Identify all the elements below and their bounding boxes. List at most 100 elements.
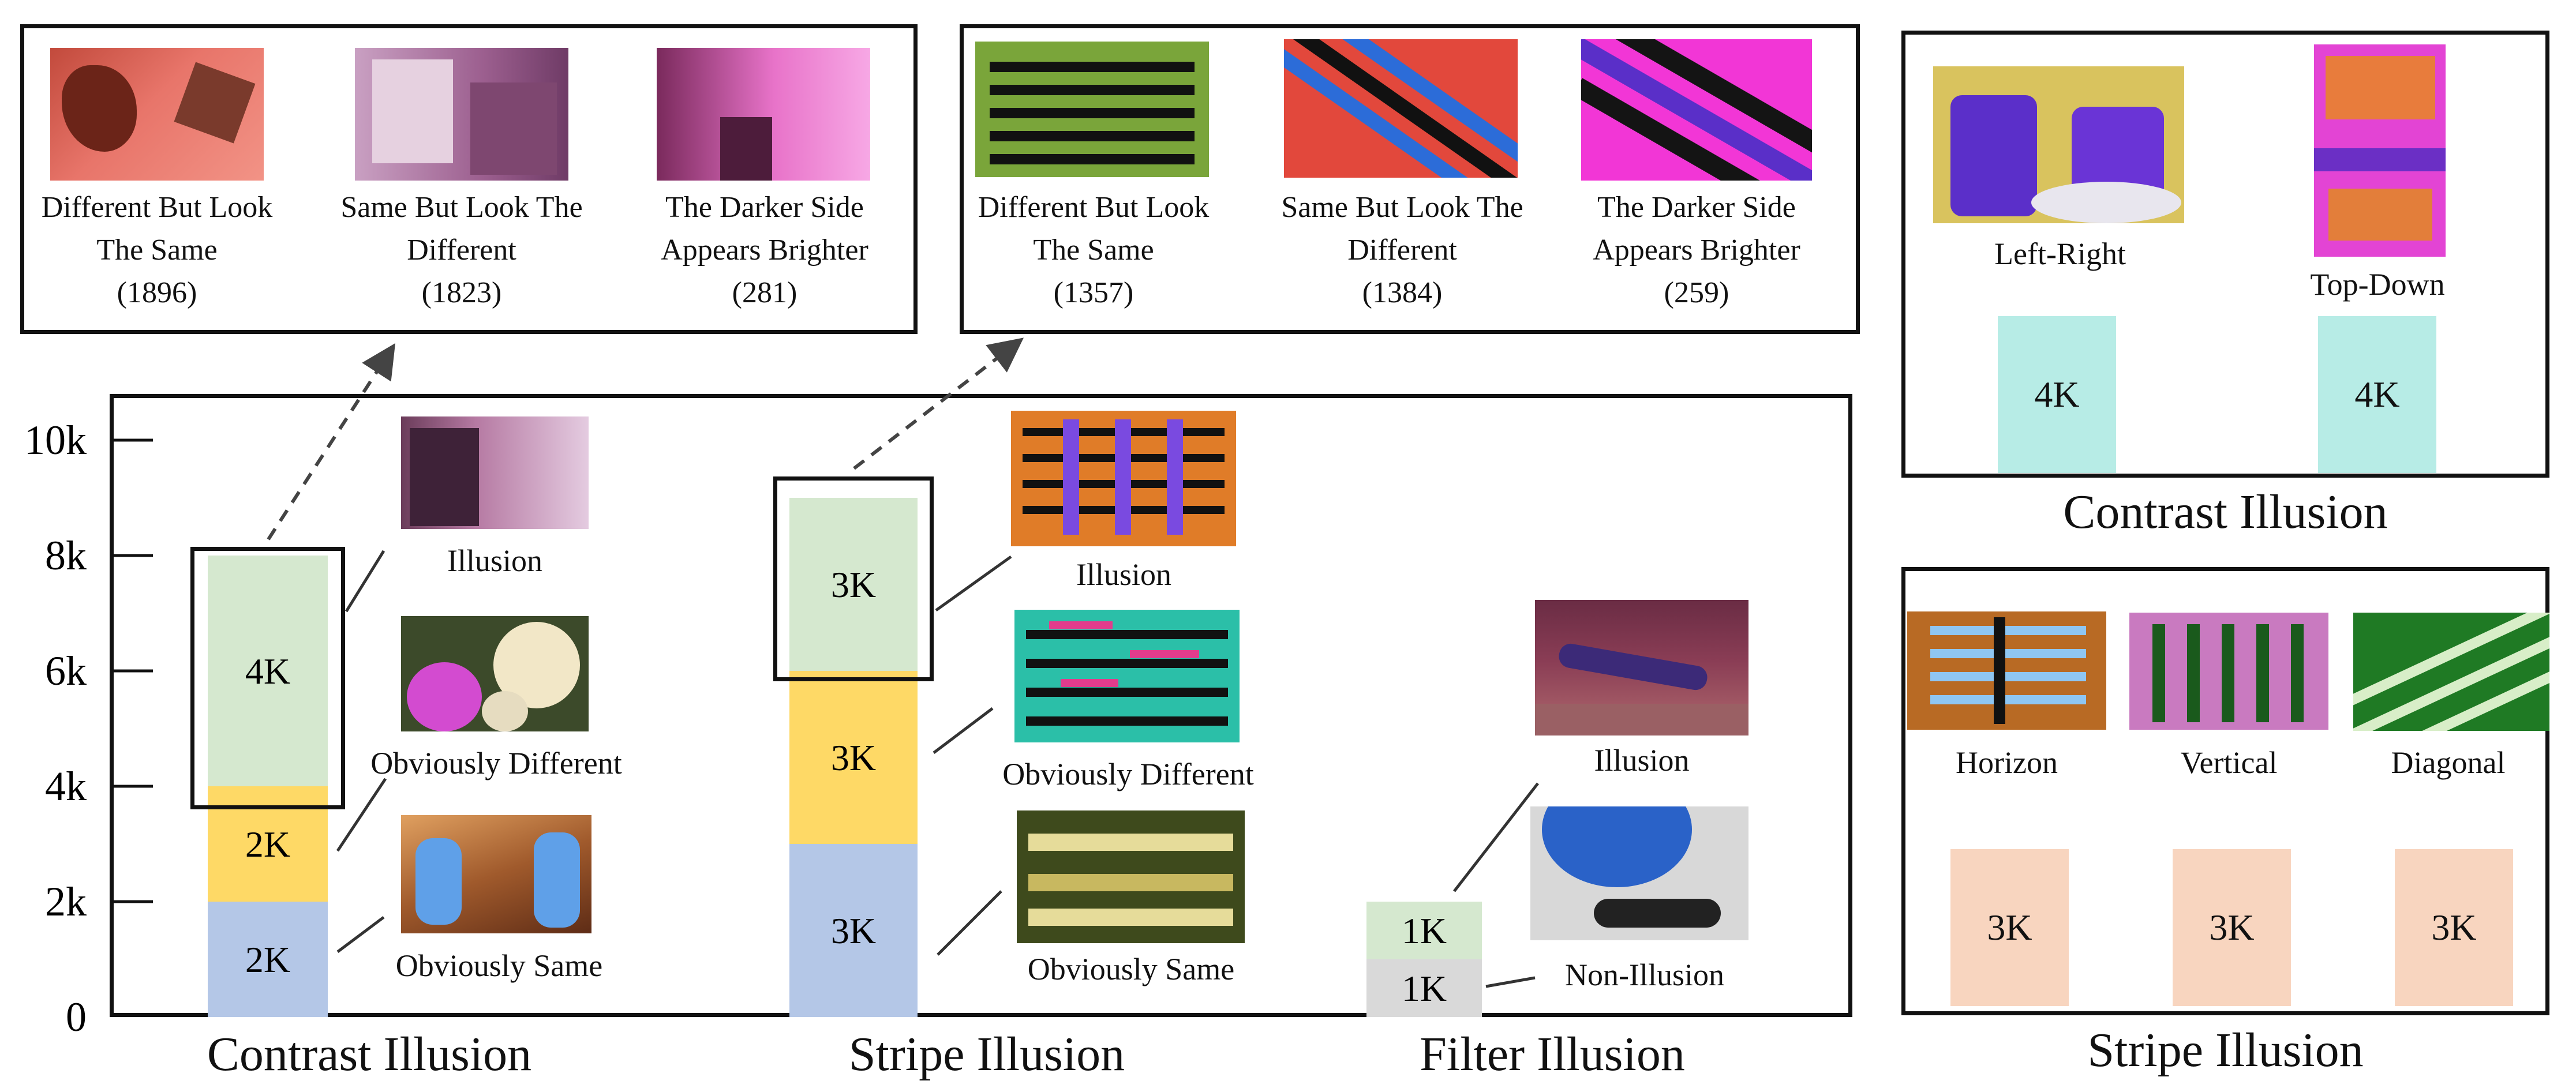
bar-segment bbox=[789, 498, 918, 671]
category-label-stripe: Stripe Illusion bbox=[848, 1027, 1125, 1081]
arrows-overlay bbox=[267, 337, 1539, 988]
side-contrast-panel bbox=[1901, 31, 2549, 478]
bar-segment-label: 3K bbox=[831, 564, 876, 605]
filter-illusion-example-label: Illusion bbox=[1594, 743, 1690, 778]
thumb-contrast-same-different bbox=[355, 48, 568, 181]
main-chart-frame bbox=[110, 394, 1852, 1017]
connector-contrast-illusion bbox=[345, 550, 385, 613]
stripe-different-example-label: Obviously Different bbox=[1002, 757, 1254, 791]
bar-segment bbox=[789, 844, 918, 1017]
bar-segment bbox=[1366, 959, 1482, 1017]
stripe-item-3-label: The Darker Side Appears Brighter bbox=[1593, 191, 1800, 267]
thumb-stripe-darker-brighter bbox=[1581, 39, 1812, 181]
bar-segment-label: 1K bbox=[1402, 910, 1447, 951]
arrow-to-stripe-panel bbox=[853, 337, 1024, 470]
stripe-item-2-count: (1384) bbox=[1362, 276, 1443, 309]
thumb-contrast-darker-brighter bbox=[657, 48, 870, 181]
side-contrast-bar-top-down-value: 4K bbox=[2354, 374, 2400, 415]
category-label-filter: Filter Illusion bbox=[1420, 1027, 1685, 1081]
contrast-item-3-label: The Darker Side Appears Brighter bbox=[661, 191, 868, 267]
contrast-different-example-label: Obviously Different bbox=[370, 746, 622, 780]
thumb-stripe-obviously-different bbox=[1014, 610, 1240, 742]
connector-stripe-different bbox=[933, 707, 994, 754]
thumb-contrast-obviously-different bbox=[401, 616, 589, 731]
y-tick-label: 0 bbox=[66, 994, 87, 1040]
contrast-item-3-count: (281) bbox=[732, 276, 797, 309]
thumb-stripe-different-same bbox=[975, 42, 1209, 177]
bar-segment-label: 3K bbox=[831, 737, 876, 778]
filter-non-illusion-example-label: Non-Illusion bbox=[1565, 958, 1724, 992]
y-tick-label: 2k bbox=[45, 879, 87, 925]
y-tick-label: 10k bbox=[24, 417, 87, 463]
arrow-to-contrast-panel bbox=[267, 343, 396, 541]
thumb-contrast-illusion bbox=[401, 416, 589, 529]
side-top-down-label: Top-Down bbox=[2310, 267, 2445, 302]
contrast-illusion-example-label: Illusion bbox=[447, 543, 542, 578]
bar-segment-label: 4K bbox=[245, 651, 290, 692]
side-contrast-title: Contrast Illusion bbox=[2063, 485, 2388, 539]
connector-stripe-illusion bbox=[935, 555, 1012, 612]
thumb-stripe-illusion bbox=[1011, 411, 1236, 546]
side-stripe-panel bbox=[1901, 567, 2549, 1015]
thumb-diagonal bbox=[2353, 613, 2549, 731]
y-tick-label: 8k bbox=[45, 532, 87, 579]
contrast-item-1-count: (1896) bbox=[117, 276, 197, 309]
stripe-illusion-highlight bbox=[773, 476, 934, 681]
contrast-item-2-label: Same But Look The Different bbox=[340, 191, 583, 267]
side-stripe-bar-vertical: 3K bbox=[2173, 849, 2291, 1006]
side-stripe-bar-horizon: 3K bbox=[1950, 849, 2069, 1006]
thumb-stripe-same-different bbox=[1284, 39, 1518, 178]
stripe-same-example-label: Obviously Same bbox=[1027, 952, 1235, 986]
thumb-stripe-obviously-same bbox=[1017, 810, 1245, 943]
side-stripe-bar-diagonal: 3K bbox=[2395, 849, 2513, 1006]
stripe-item-3-count: (259) bbox=[1664, 276, 1729, 309]
side-stripe-bar-horizon-value: 3K bbox=[1987, 907, 2032, 948]
side-diagonal-label: Diagonal bbox=[2391, 745, 2506, 780]
side-stripe-title: Stripe Illusion bbox=[2087, 1023, 2364, 1077]
thumb-left-right bbox=[1933, 66, 2184, 223]
stripe-item-1-label: Different But Look The Same bbox=[978, 191, 1210, 267]
side-vertical-label: Vertical bbox=[2180, 745, 2278, 780]
connector-contrast-different bbox=[336, 778, 387, 852]
side-contrast-bar-top-down: 4K bbox=[2318, 316, 2436, 473]
thumb-vertical bbox=[2129, 613, 2328, 730]
thumb-filter-illusion bbox=[1535, 600, 1748, 735]
y-tick-label: 6k bbox=[45, 648, 87, 694]
side-left-right-label: Left-Right bbox=[1994, 237, 2126, 271]
contrast-item-2-count: (1823) bbox=[421, 276, 502, 309]
bar-segment bbox=[208, 556, 328, 786]
thumb-contrast-different-same bbox=[50, 48, 264, 181]
bar-segment-label: 2K bbox=[245, 939, 290, 980]
side-contrast-bar-left-right: 4K bbox=[1998, 316, 2116, 473]
connector-contrast-same bbox=[336, 916, 385, 953]
connector-filter-non-illusion bbox=[1485, 976, 1536, 988]
contrast-illusion-highlight bbox=[190, 547, 345, 809]
stripe-item-2-label: Same But Look The Different bbox=[1281, 191, 1523, 267]
connector-filter-illusion bbox=[1453, 782, 1539, 892]
contrast-item-1-label: Different But Look The Same bbox=[41, 191, 273, 267]
bar-segment bbox=[1366, 902, 1482, 959]
thumb-horizon bbox=[1907, 611, 2106, 730]
side-contrast-bar-left-right-value: 4K bbox=[2034, 374, 2080, 415]
contrast-subcategory-panel bbox=[20, 24, 918, 334]
stripe-item-1-count: (1357) bbox=[1053, 276, 1134, 309]
bar-segment bbox=[789, 671, 918, 844]
y-axis: 0 2k 4k 6k 8k 10k bbox=[24, 417, 153, 1040]
side-stripe-bar-diagonal-value: 3K bbox=[2431, 907, 2477, 948]
category-label-contrast: Contrast Illusion bbox=[207, 1027, 532, 1081]
bar-segment-label: 1K bbox=[1402, 968, 1447, 1009]
thumb-filter-non-illusion bbox=[1530, 806, 1748, 940]
y-tick-label: 4k bbox=[45, 763, 87, 809]
stripe-illusion-example-label: Illusion bbox=[1076, 557, 1171, 592]
thumb-top-down bbox=[2314, 44, 2446, 257]
thumb-contrast-obviously-same bbox=[401, 815, 591, 933]
bar-segment bbox=[208, 902, 328, 1017]
side-stripe-bar-vertical-value: 3K bbox=[2209, 907, 2255, 948]
side-horizon-label: Horizon bbox=[1956, 745, 2058, 780]
contrast-same-example-label: Obviously Same bbox=[395, 948, 603, 983]
stacked-bars: 2K 2K 4K 3K 3K 3K 1K 1K bbox=[208, 498, 1482, 1017]
connector-stripe-same bbox=[937, 890, 1002, 956]
bar-segment-label: 3K bbox=[831, 910, 876, 951]
bar-segment-label: 2K bbox=[245, 824, 290, 865]
stripe-subcategory-panel bbox=[960, 24, 1860, 334]
